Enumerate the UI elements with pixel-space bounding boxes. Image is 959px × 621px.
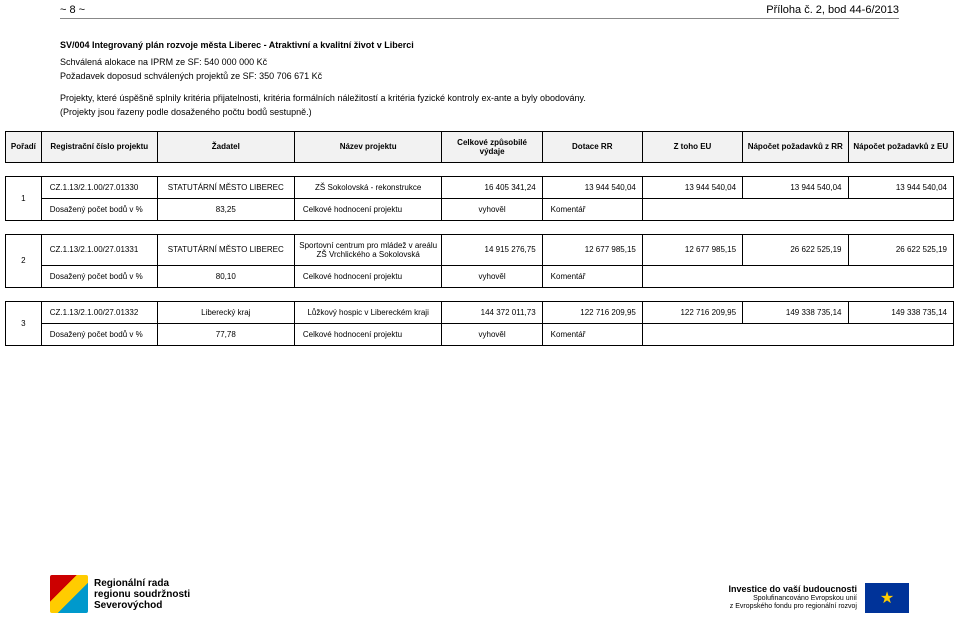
table-header-row: Pořadí Registrační číslo projektu Žadate… bbox=[6, 131, 954, 162]
cell-poradi: 3 bbox=[6, 301, 42, 345]
eu-text-line2: Spolufinancováno Evropskou unií bbox=[728, 595, 857, 603]
col-reg: Registrační číslo projektu bbox=[41, 131, 157, 162]
intro-line-3: Projekty, které úspěšně splnily kritéria… bbox=[60, 92, 899, 106]
cell-hodnoceni-label: Celkové hodnocení projektu bbox=[294, 198, 442, 220]
col-ztoho: Z toho EU bbox=[642, 131, 742, 162]
cell-zadatel: STATUTÁRNÍ MĚSTO LIBEREC bbox=[157, 176, 294, 198]
cell-vydaje: 144 372 011,73 bbox=[442, 301, 542, 323]
eu-text-line1: Investice do vaší budoucnosti bbox=[728, 584, 857, 595]
cell-zadatel: Liberecký kraj bbox=[157, 301, 294, 323]
col-napocet-eu: Nápočet požadavků z EU bbox=[848, 131, 954, 162]
rr-logo-text: Regionální rada regionu soudržnosti Seve… bbox=[94, 578, 190, 611]
intro-line-2: Požadavek doposud schválených projektů z… bbox=[60, 70, 899, 84]
table-row: 1CZ.1.13/2.1.00/27.01330STATUTÁRNÍ MĚSTO… bbox=[6, 176, 954, 198]
cell-komentar-label: Komentář bbox=[542, 198, 642, 220]
header-divider bbox=[60, 18, 899, 19]
eu-text-line3: z Evropského fondu pro regionální rozvoj bbox=[728, 603, 857, 611]
intro-title: SV/004 Integrovaný plán rozvoje města Li… bbox=[60, 39, 899, 53]
cell-ztoho: 13 944 540,04 bbox=[642, 176, 742, 198]
cell-body: 80,10 bbox=[157, 265, 294, 287]
rr-logo-line2: regionu soudržnosti bbox=[94, 589, 190, 600]
cell-reg: CZ.1.13/2.1.00/27.01332 bbox=[41, 301, 157, 323]
cell-napocet-eu: 149 338 735,14 bbox=[848, 301, 954, 323]
cell-napocet-rr: 149 338 735,14 bbox=[743, 301, 848, 323]
page-number: ~ 8 ~ bbox=[60, 4, 85, 16]
cell-hodnoceni-label: Celkové hodnocení projektu bbox=[294, 323, 442, 345]
cell-dotace: 13 944 540,04 bbox=[542, 176, 642, 198]
footer-logo-right: Investice do vaší budoucnosti Spolufinan… bbox=[728, 583, 909, 613]
cell-dotace: 12 677 985,15 bbox=[542, 234, 642, 265]
eu-funding-text: Investice do vaší budoucnosti Spolufinan… bbox=[728, 584, 857, 612]
cell-dotace: 122 716 209,95 bbox=[542, 301, 642, 323]
cell-nazev: Lůžkový hospic v Libereckém kraji bbox=[294, 301, 442, 323]
intro-line-4: (Projekty jsou řazeny podle dosaženého p… bbox=[60, 106, 899, 120]
cell-body: 77,78 bbox=[157, 323, 294, 345]
score-row: Dosažený počet bodů v %83,25Celkové hodn… bbox=[6, 198, 954, 220]
cell-dosazeny-label: Dosažený počet bodů v % bbox=[41, 323, 157, 345]
attachment-ref: Příloha č. 2, bod 44-6/2013 bbox=[766, 4, 899, 16]
table-row: 3CZ.1.13/2.1.00/27.01332Liberecký krajLů… bbox=[6, 301, 954, 323]
projects-table: Pořadí Registrační číslo projektu Žadate… bbox=[5, 131, 954, 346]
cell-vyhovel: vyhověl bbox=[442, 198, 542, 220]
cell-nazev: Sportovní centrum pro mládež v areálu ZŠ… bbox=[294, 234, 442, 265]
rr-logo-line1: Regionální rada bbox=[94, 578, 190, 589]
cell-zadatel: STATUTÁRNÍ MĚSTO LIBEREC bbox=[157, 234, 294, 265]
cell-poradi: 1 bbox=[6, 176, 42, 220]
spacer-row bbox=[6, 287, 954, 301]
cell-dosazeny-label: Dosažený počet bodů v % bbox=[41, 198, 157, 220]
cell-ztoho: 12 677 985,15 bbox=[642, 234, 742, 265]
cell-vyhovel: vyhověl bbox=[442, 323, 542, 345]
footer-logo-left: Regionální rada regionu soudržnosti Seve… bbox=[50, 575, 190, 613]
col-zadatel: Žadatel bbox=[157, 131, 294, 162]
cell-komentar-value bbox=[642, 198, 953, 220]
cell-napocet-eu: 26 622 525,19 bbox=[848, 234, 954, 265]
cell-vydaje: 16 405 341,24 bbox=[442, 176, 542, 198]
spacer-row bbox=[6, 220, 954, 234]
cell-nazev: ZŠ Sokolovská - rekonstrukce bbox=[294, 176, 442, 198]
cell-napocet-rr: 26 622 525,19 bbox=[743, 234, 848, 265]
col-vydaje: Celkové způsobilé výdaje bbox=[442, 131, 542, 162]
rr-logo-icon bbox=[50, 575, 88, 613]
cell-komentar-label: Komentář bbox=[542, 323, 642, 345]
eu-flag-icon: ★ bbox=[865, 583, 909, 613]
cell-hodnoceni-label: Celkové hodnocení projektu bbox=[294, 265, 442, 287]
col-napocet-rr: Nápočet požadavků z RR bbox=[743, 131, 848, 162]
rr-logo-line3: Severovýchod bbox=[94, 600, 190, 611]
cell-napocet-eu: 13 944 540,04 bbox=[848, 176, 954, 198]
cell-vydaje: 14 915 276,75 bbox=[442, 234, 542, 265]
intro-line-1: Schválená alokace na IPRM ze SF: 540 000… bbox=[60, 56, 899, 70]
cell-dosazeny-label: Dosažený počet bodů v % bbox=[41, 265, 157, 287]
cell-ztoho: 122 716 209,95 bbox=[642, 301, 742, 323]
score-row: Dosažený počet bodů v %77,78Celkové hodn… bbox=[6, 323, 954, 345]
page-footer: Regionální rada regionu soudržnosti Seve… bbox=[50, 575, 909, 613]
spacer-row bbox=[6, 162, 954, 176]
cell-komentar-label: Komentář bbox=[542, 265, 642, 287]
col-dotace: Dotace RR bbox=[542, 131, 642, 162]
intro-block: SV/004 Integrovaný plán rozvoje města Li… bbox=[0, 39, 959, 131]
col-nazev: Název projektu bbox=[294, 131, 442, 162]
cell-napocet-rr: 13 944 540,04 bbox=[743, 176, 848, 198]
cell-reg: CZ.1.13/2.1.00/27.01330 bbox=[41, 176, 157, 198]
cell-komentar-value bbox=[642, 265, 953, 287]
col-poradi: Pořadí bbox=[6, 131, 42, 162]
cell-reg: CZ.1.13/2.1.00/27.01331 bbox=[41, 234, 157, 265]
cell-komentar-value bbox=[642, 323, 953, 345]
table-row: 2CZ.1.13/2.1.00/27.01331STATUTÁRNÍ MĚSTO… bbox=[6, 234, 954, 265]
cell-vyhovel: vyhověl bbox=[442, 265, 542, 287]
score-row: Dosažený počet bodů v %80,10Celkové hodn… bbox=[6, 265, 954, 287]
cell-body: 83,25 bbox=[157, 198, 294, 220]
page-header: ~ 8 ~ Příloha č. 2, bod 44-6/2013 bbox=[0, 0, 959, 18]
cell-poradi: 2 bbox=[6, 234, 42, 287]
